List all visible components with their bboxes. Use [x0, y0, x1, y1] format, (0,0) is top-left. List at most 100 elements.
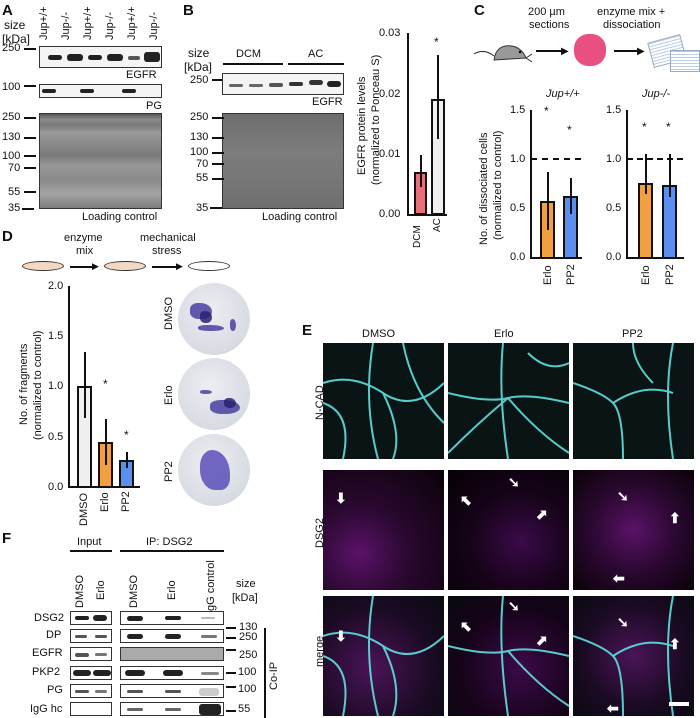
- panel-letter-a: A: [2, 2, 13, 19]
- arrow-line: [152, 266, 180, 268]
- lane-label-igg: IgG control: [205, 560, 217, 614]
- egfr-blot-b: [222, 73, 344, 95]
- arrow-line: [70, 266, 96, 268]
- error-bar: [437, 55, 439, 139]
- marker-35: 35: [8, 202, 21, 214]
- y-tick: 0.5: [606, 202, 622, 214]
- micrograph-dsg2-pp2: ➘ ⬆ ⬅: [573, 470, 694, 590]
- petri-dish-icon: [104, 261, 146, 271]
- scale-bar: [669, 702, 689, 706]
- egfr-label: EGFR: [312, 96, 343, 108]
- lane-label-dmso: DMSO: [74, 575, 86, 608]
- x-label-pp2: PP2: [565, 264, 577, 285]
- x-axis: [626, 257, 684, 259]
- marker-250: 250: [190, 74, 209, 86]
- marker-55: 55: [196, 172, 209, 184]
- arrow-head-icon: ▶: [176, 261, 183, 271]
- blot-ip-egfr: [120, 647, 224, 661]
- significance-star: *: [666, 120, 671, 134]
- marker-tick: [226, 637, 236, 639]
- error-bar: [84, 352, 86, 418]
- petri-dish-fragmented-icon: [188, 261, 230, 271]
- dish-label-dmso: DMSO: [163, 297, 175, 330]
- y-tick-0.01: 0.01: [379, 148, 401, 160]
- row-label-dsg2: DSG2: [34, 612, 64, 624]
- arrow-line: [614, 50, 640, 52]
- y-axis-label-2: (normalized to Ponceau S): [370, 54, 382, 185]
- y-tick: 2.0: [48, 280, 64, 292]
- significance-star: *: [103, 377, 108, 391]
- blot-ip-pkp2: [120, 666, 224, 680]
- marker-100: 100: [238, 666, 257, 678]
- blot-input-igg: [70, 702, 112, 716]
- marker-100: 100: [2, 81, 21, 93]
- error-bar: [105, 419, 107, 465]
- arrow-indicator-icon: ⬉: [460, 618, 472, 634]
- error-bar: [570, 178, 572, 214]
- x-label-dcm: DCM: [412, 225, 423, 248]
- x-label-dmso: DMSO: [78, 493, 90, 526]
- petri-dish-icon: [22, 261, 64, 271]
- micrograph-dsg2-dmso: ⬇: [323, 470, 444, 590]
- error-bar: [420, 155, 422, 187]
- schematic-text: mix: [76, 245, 94, 257]
- group-line: [223, 63, 283, 65]
- blot-ip-dp: [120, 629, 224, 643]
- loading-control-label: Loading control: [82, 211, 158, 223]
- heart-section-icon: [574, 34, 606, 66]
- y-tick: 1.0: [606, 153, 622, 165]
- significance-star: *: [124, 428, 129, 442]
- dish-image-dmso: [178, 283, 250, 355]
- arrow-indicator-icon: ⬅: [607, 700, 619, 716]
- micrograph-merge-pp2: ➘ ⬆ ⬅: [573, 596, 694, 716]
- lane-label-6: Jup-/-: [148, 11, 160, 40]
- y-tick: 1.0: [510, 153, 526, 165]
- marker-35: 35: [196, 202, 209, 214]
- group-line: [288, 63, 344, 65]
- y-tick: 1.5: [606, 104, 622, 116]
- y-axis-label-1: No. of fragments: [18, 343, 30, 425]
- marker-55: 55: [238, 703, 251, 715]
- lane-label-erlo: Erlo: [95, 580, 107, 600]
- marker-tick: [24, 85, 36, 87]
- dish-image-pp2: [178, 434, 250, 506]
- y-tick: 0.5: [510, 202, 526, 214]
- y-axis-label-2: (normalized to control): [32, 330, 44, 440]
- lane-label-4: Jup-/-: [104, 11, 116, 40]
- marker-tick: [226, 710, 236, 712]
- panel-letter-d: D: [2, 228, 13, 245]
- panel-letter-f: F: [2, 530, 12, 547]
- group-dcm: DCM: [236, 48, 262, 60]
- lane-label-erlo: Erlo: [166, 580, 178, 600]
- micrograph-ncad-dmso: [323, 343, 444, 459]
- x-axis: [530, 257, 582, 259]
- arrow-indicator-icon: ⬆: [669, 636, 681, 652]
- reference-line: [531, 158, 581, 160]
- blot-input-dp: [70, 629, 112, 643]
- y-axis-label-1: No. of dissociated cells: [478, 132, 490, 246]
- x-label-pp2: PP2: [664, 264, 676, 285]
- marker-tick: [24, 117, 36, 119]
- marker-100: 100: [2, 150, 21, 162]
- marker-250: 250: [2, 42, 21, 54]
- error-bar: [547, 172, 549, 230]
- chart-title-jup-wt: Jup+/+: [546, 88, 580, 100]
- micrograph-ncad-erlo: [448, 343, 569, 459]
- schematic-text: dissociation: [603, 19, 661, 31]
- egfr-blot-a: [39, 46, 162, 68]
- panel-letter-b: B: [183, 2, 194, 19]
- mouse-icon: [473, 40, 533, 64]
- egfr-label: EGFR: [126, 69, 157, 81]
- significance-star: *: [642, 120, 647, 134]
- arrow-indicator-icon: ➘: [508, 598, 520, 614]
- marker-tick: [212, 178, 224, 180]
- y-tick: 1.5: [48, 330, 64, 342]
- marker-tick: [24, 155, 36, 157]
- error-bar: [126, 452, 128, 468]
- marker-70: 70: [8, 162, 21, 174]
- schematic-text: enzyme mix +: [597, 6, 666, 18]
- marker-tick: [210, 207, 222, 209]
- panel-letter-e: E: [302, 322, 313, 339]
- y-tick: 0.0: [48, 481, 64, 493]
- marker-tick: [212, 152, 224, 154]
